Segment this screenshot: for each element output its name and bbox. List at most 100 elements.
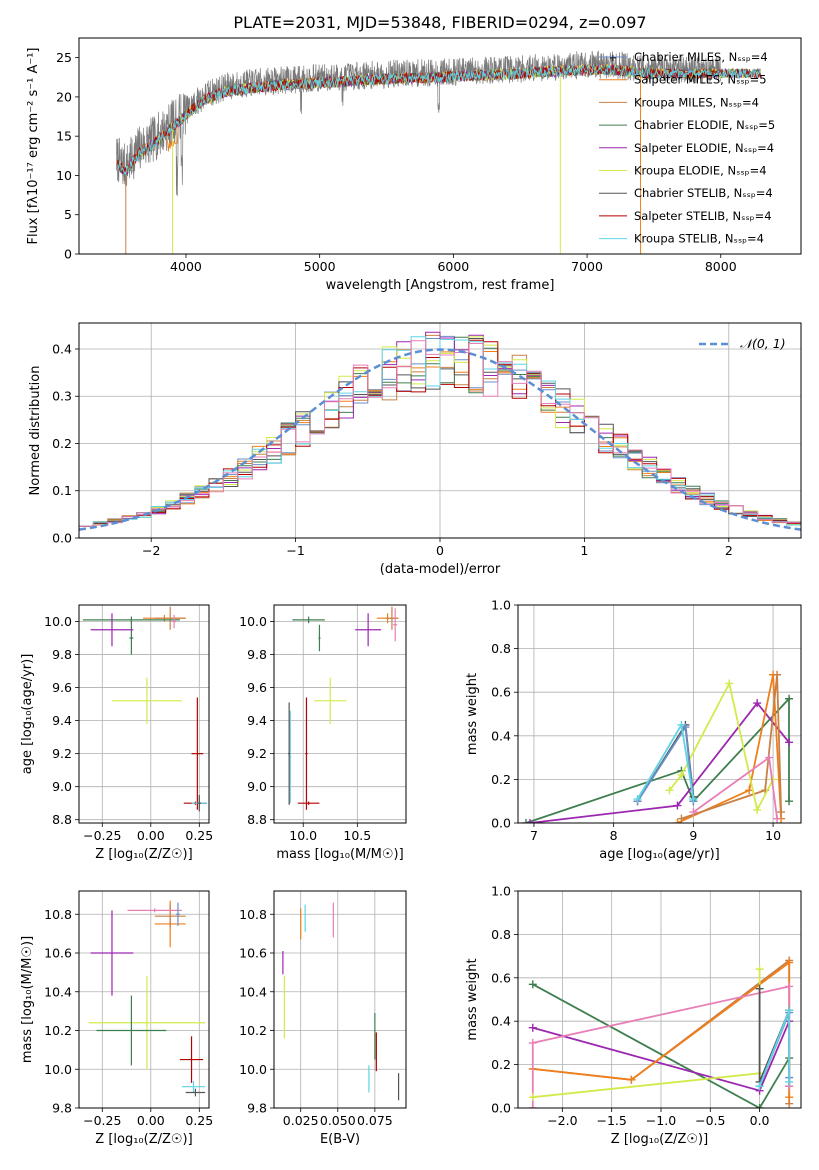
axes-frame	[273, 604, 407, 824]
y-axis-label: mass weight	[465, 958, 480, 1040]
panel-age_vs_mass: 10.0 10.5 8.8 9.0 9.2 9.4 9.6 9.8 10.0 mass [log₁…	[239, 604, 407, 862]
errorbar	[385, 606, 399, 630]
y-tick-label: 1.0	[491, 598, 511, 613]
mass-weight-marker	[528, 1093, 537, 1102]
errorbar	[179, 1036, 204, 1083]
x-tick-label: 7000	[571, 259, 603, 274]
y-axis-label: age [log₁₀(age/yr)]	[20, 654, 35, 775]
y-tick-label: 10.8	[44, 907, 72, 922]
y-tick-label: 25	[56, 50, 72, 65]
x-tick-label: 2	[725, 543, 733, 558]
x-axis-label: wavelength [Angstrom, rest frame]	[326, 278, 555, 293]
plot-area	[288, 606, 399, 810]
y-axis-label: Normed distribution	[28, 366, 43, 496]
y-tick-label: 10.6	[239, 946, 267, 961]
mass-weight-marker	[528, 1023, 537, 1032]
x-tick-label: 9	[689, 828, 697, 843]
x-tick-label: −0.25	[83, 828, 121, 843]
y-tick-label: 5	[64, 207, 72, 222]
y-tick-label: 9.2	[247, 746, 267, 761]
y-axis-label: mass [log₁₀(M/M☉)]	[20, 936, 35, 1063]
y-tick-label: 8.8	[247, 812, 267, 827]
residual-histogram	[79, 340, 801, 527]
x-tick-label: −2	[142, 543, 160, 558]
x-tick-label: −0.5	[695, 1113, 725, 1128]
y-tick-label: 8.8	[52, 812, 72, 827]
mass-weight-marker	[785, 982, 794, 991]
residual-histogram	[79, 331, 801, 527]
y-tick-label: 10.2	[44, 1023, 72, 1038]
x-tick-label: 0.025	[283, 1113, 319, 1128]
mass-weight-marker	[785, 1077, 794, 1086]
legend-label: Salpeter MILES, Nₛₛₚ=5	[634, 73, 767, 87]
errorbar	[191, 697, 204, 810]
x-tick-label: 7	[530, 828, 538, 843]
mass-weight-marker	[673, 819, 682, 823]
axes-frame	[78, 37, 802, 255]
x-tick-label: 0.00	[137, 1113, 165, 1128]
panel-age_vs_Z: −0.25 0.00 0.25 8.8 9.0 9.2 9.4 9.6 9.8 10.0 Z [lo…	[20, 604, 213, 862]
y-tick-label: 0.1	[52, 483, 72, 498]
errorbar	[111, 677, 182, 724]
mass-weight-marker	[785, 797, 794, 806]
errorbar	[318, 624, 321, 652]
model-spectrum-line	[116, 64, 761, 177]
mass-weight-marker	[677, 771, 686, 780]
mass-weight-marker	[785, 694, 794, 703]
x-tick-label: −1.0	[646, 1113, 676, 1128]
y-axis-label: Flux [fλ10⁻¹⁷ erg cm⁻² s⁻¹ A⁻¹]	[26, 48, 41, 245]
mass-weight-line	[758, 988, 791, 1083]
x-axis-label: Z [log₁₀(Z/Z☉)]	[611, 1132, 708, 1147]
mass-weight-line	[532, 969, 761, 1099]
mass-weight-line	[758, 1010, 791, 1087]
legend-label: Salpeter ELODIE, Nₛₛₚ=4	[634, 141, 774, 155]
errorbar	[197, 794, 202, 812]
y-tick-label: 1.0	[491, 884, 511, 899]
x-tick-label: 0.0	[750, 1113, 770, 1128]
mass-weight-marker	[633, 795, 642, 804]
x-axis-label: (data-model)/error	[380, 562, 501, 577]
y-tick-label: 9.8	[247, 647, 267, 662]
mass-weight-marker	[753, 699, 762, 708]
legend-label: Chabrier MILES, Nₛₛₚ=4	[634, 50, 768, 64]
mass-weight-line	[681, 674, 782, 820]
y-tick-label: 9.8	[247, 1101, 267, 1116]
mass-weight-marker	[689, 795, 698, 804]
legend-marker: +	[609, 53, 617, 64]
panel-mass_vs_ebv: 0.025 0.050 0.075 9.8 10.0 10.2 10.4 10.6 10.8 E(…	[239, 890, 407, 1147]
panel-mass_weight_vs_age: 7 8 9 10 0.0 0.2 0.4 0.6 0.8 1.0 age [log₁₀(age/yr…	[465, 598, 802, 862]
x-tick-label: 1	[580, 543, 588, 558]
plot-area	[116, 50, 761, 254]
y-tick-label: 9.6	[52, 680, 72, 695]
legend-label: Kroupa STELIB, Nₛₛₚ=4	[634, 232, 764, 246]
x-tick-label: 0.075	[357, 1113, 393, 1128]
x-tick-label: 0.25	[185, 1113, 213, 1128]
axes-frame	[517, 604, 802, 824]
y-tick-label: 10.4	[44, 984, 72, 999]
y-tick-label: 9.0	[52, 779, 72, 794]
panel-spectrum: 4000 5000 6000 7000 8000 0 5 10 15 20 25 wavelength…	[26, 37, 802, 293]
y-tick-label: 0.0	[491, 1101, 511, 1116]
mass-weight-marker	[677, 720, 686, 729]
panel-mass_weight_vs_Z: −2.0 −1.5 −1.0 −0.5 0.0 0.0 0.2 0.4 0.6 0.8 1.0 Z […	[465, 884, 802, 1147]
panel-residuals: −2 −1 0 1 2 0.0 0.1 0.2 0.3 0.4 (data-model)/error…	[28, 322, 802, 577]
errorbar	[305, 697, 308, 810]
plot-area	[282, 902, 400, 1101]
y-tick-label: 9.8	[52, 1101, 72, 1116]
y-tick-label: 0.2	[52, 436, 72, 451]
axes-frame	[273, 890, 407, 1109]
errorbar	[90, 613, 134, 647]
x-tick-label: 8	[610, 828, 618, 843]
mass-weight-marker	[753, 805, 762, 814]
x-tick-label: 0	[436, 543, 444, 558]
mass-weight-marker	[528, 1038, 537, 1047]
y-tick-label: 10	[56, 168, 72, 183]
y-tick-label: 0.4	[491, 1014, 511, 1029]
errorbar	[127, 908, 182, 913]
plot-area	[82, 606, 208, 812]
plot-area	[88, 900, 206, 1097]
x-tick-label: 0.00	[137, 828, 165, 843]
y-tick-label: 0.0	[491, 816, 511, 831]
errorbar	[355, 613, 382, 647]
mass-weight-marker	[755, 965, 764, 974]
